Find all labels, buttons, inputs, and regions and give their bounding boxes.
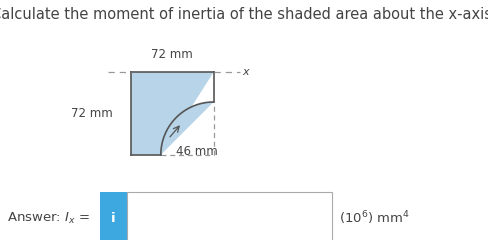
Polygon shape: [131, 72, 214, 155]
Text: i: i: [111, 212, 116, 225]
Text: 46 mm: 46 mm: [177, 145, 218, 158]
Text: $(10^6)$ mm$^4$: $(10^6)$ mm$^4$: [339, 210, 410, 227]
FancyBboxPatch shape: [127, 192, 332, 240]
Text: Answer: $I_x$ =: Answer: $I_x$ =: [7, 211, 90, 226]
Text: Calculate the moment of inertia of the shaded area about the x-axis.: Calculate the moment of inertia of the s…: [0, 7, 488, 22]
FancyBboxPatch shape: [100, 192, 127, 240]
Text: 72 mm: 72 mm: [151, 48, 193, 61]
Text: 72 mm: 72 mm: [71, 107, 113, 120]
Text: x: x: [243, 67, 249, 77]
